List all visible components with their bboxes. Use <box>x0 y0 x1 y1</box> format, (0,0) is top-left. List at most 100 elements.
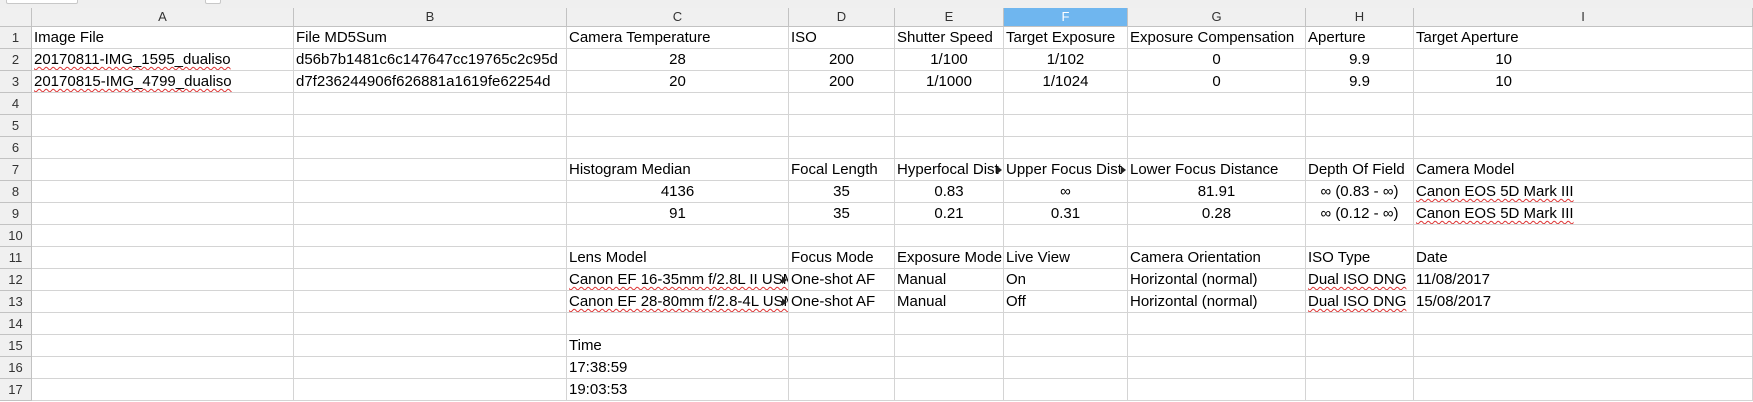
cell-d13[interactable]: One-shot AF <box>789 291 895 313</box>
cell-empty[interactable] <box>1306 379 1414 401</box>
row-header-1[interactable]: 1 <box>0 27 32 49</box>
cell-empty[interactable] <box>294 269 567 291</box>
cell-d11[interactable]: Focus Mode <box>789 247 895 269</box>
cell-empty[interactable] <box>294 335 567 357</box>
cell-empty[interactable] <box>32 203 294 225</box>
cell-d8[interactable]: 35 <box>789 181 895 203</box>
cell-f12[interactable]: On <box>1004 269 1128 291</box>
column-header-b[interactable]: B <box>294 8 567 27</box>
cell-c16[interactable]: 17:38:59 <box>567 357 789 379</box>
cell-c17[interactable]: 19:03:53 <box>567 379 789 401</box>
row-header-14[interactable]: 14 <box>0 313 32 335</box>
row-header-11[interactable]: 11 <box>0 247 32 269</box>
cell-empty[interactable] <box>32 93 294 115</box>
cell-f1[interactable]: Target Exposure <box>1004 27 1128 49</box>
cell-g2[interactable]: 0 <box>1128 49 1306 71</box>
cell-empty[interactable] <box>567 115 789 137</box>
row-header-2[interactable]: 2 <box>0 49 32 71</box>
cell-empty[interactable] <box>1128 313 1306 335</box>
cell-empty[interactable] <box>1004 137 1128 159</box>
cell-empty[interactable] <box>789 313 895 335</box>
cell-c15[interactable]: Time <box>567 335 789 357</box>
cell-g12[interactable]: Horizontal (normal) <box>1128 269 1306 291</box>
cell-h11[interactable]: ISO Type <box>1306 247 1414 269</box>
cell-c12[interactable]: Canon EF 16-35mm f/2.8L II USM <box>567 269 789 291</box>
cell-c8[interactable]: 4136 <box>567 181 789 203</box>
cell-empty[interactable] <box>32 247 294 269</box>
cell-i12[interactable]: 11/08/2017 <box>1414 269 1753 291</box>
cell-empty[interactable] <box>1414 225 1753 247</box>
cell-empty[interactable] <box>567 137 789 159</box>
cell-empty[interactable] <box>294 225 567 247</box>
cell-g8[interactable]: 81.91 <box>1128 181 1306 203</box>
cell-empty[interactable] <box>294 93 567 115</box>
cell-empty[interactable] <box>294 379 567 401</box>
cell-c2[interactable]: 28 <box>567 49 789 71</box>
cell-g11[interactable]: Camera Orientation <box>1128 247 1306 269</box>
cell-f13[interactable]: Off <box>1004 291 1128 313</box>
cell-empty[interactable] <box>294 313 567 335</box>
cell-g13[interactable]: Horizontal (normal) <box>1128 291 1306 313</box>
select-all-corner[interactable] <box>0 8 32 27</box>
cell-empty[interactable] <box>1306 313 1414 335</box>
cell-a3[interactable]: 20170815-IMG_4799_dualiso <box>32 71 294 93</box>
cell-empty[interactable] <box>1306 335 1414 357</box>
formula-button[interactable] <box>205 0 221 4</box>
row-header-4[interactable]: 4 <box>0 93 32 115</box>
cell-empty[interactable] <box>895 379 1004 401</box>
cell-e11[interactable]: Exposure Mode <box>895 247 1004 269</box>
cell-empty[interactable] <box>32 181 294 203</box>
cell-empty[interactable] <box>895 93 1004 115</box>
cell-i3[interactable]: 10 <box>1414 71 1753 93</box>
row-header-17[interactable]: 17 <box>0 379 32 401</box>
cell-c7[interactable]: Histogram Median <box>567 159 789 181</box>
cell-empty[interactable] <box>1004 335 1128 357</box>
row-header-3[interactable]: 3 <box>0 71 32 93</box>
cell-empty[interactable] <box>895 137 1004 159</box>
cell-empty[interactable] <box>32 291 294 313</box>
cell-empty[interactable] <box>1004 379 1128 401</box>
cell-a1[interactable]: Image File <box>32 27 294 49</box>
cell-h8[interactable]: ∞ (0.83 - ∞) <box>1306 181 1414 203</box>
cell-empty[interactable] <box>1004 115 1128 137</box>
cell-b3[interactable]: d7f236244906f626881a1619fe62254d <box>294 71 567 93</box>
cell-empty[interactable] <box>1414 335 1753 357</box>
row-header-8[interactable]: 8 <box>0 181 32 203</box>
cell-empty[interactable] <box>32 115 294 137</box>
cell-empty[interactable] <box>1004 357 1128 379</box>
cell-e8[interactable]: 0.83 <box>895 181 1004 203</box>
cell-empty[interactable] <box>1414 93 1753 115</box>
cell-h2[interactable]: 9.9 <box>1306 49 1414 71</box>
cell-d9[interactable]: 35 <box>789 203 895 225</box>
column-header-f[interactable]: F <box>1004 8 1128 27</box>
cell-empty[interactable] <box>789 379 895 401</box>
column-header-e[interactable]: E <box>895 8 1004 27</box>
cell-empty[interactable] <box>567 225 789 247</box>
cell-empty[interactable] <box>1306 357 1414 379</box>
cell-empty[interactable] <box>1414 357 1753 379</box>
cell-d12[interactable]: One-shot AF <box>789 269 895 291</box>
cell-empty[interactable] <box>294 247 567 269</box>
cell-i1[interactable]: Target Aperture <box>1414 27 1753 49</box>
cell-c9[interactable]: 91 <box>567 203 789 225</box>
cell-empty[interactable] <box>1004 225 1128 247</box>
cell-c1[interactable]: Camera Temperature <box>567 27 789 49</box>
cell-i2[interactable]: 10 <box>1414 49 1753 71</box>
cell-e7[interactable]: Hyperfocal Dist <box>895 159 1004 181</box>
cell-h7[interactable]: Depth Of Field <box>1306 159 1414 181</box>
cell-empty[interactable] <box>294 357 567 379</box>
cell-h13[interactable]: Dual ISO DNG <box>1306 291 1414 313</box>
cell-empty[interactable] <box>789 357 895 379</box>
cell-empty[interactable] <box>32 269 294 291</box>
cell-empty[interactable] <box>32 313 294 335</box>
cell-empty[interactable] <box>1004 313 1128 335</box>
cell-empty[interactable] <box>895 225 1004 247</box>
cell-e12[interactable]: Manual <box>895 269 1004 291</box>
row-header-7[interactable]: 7 <box>0 159 32 181</box>
cell-empty[interactable] <box>294 181 567 203</box>
cell-empty[interactable] <box>895 115 1004 137</box>
cell-c3[interactable]: 20 <box>567 71 789 93</box>
cell-empty[interactable] <box>32 357 294 379</box>
cell-empty[interactable] <box>1128 225 1306 247</box>
cell-empty[interactable] <box>32 379 294 401</box>
